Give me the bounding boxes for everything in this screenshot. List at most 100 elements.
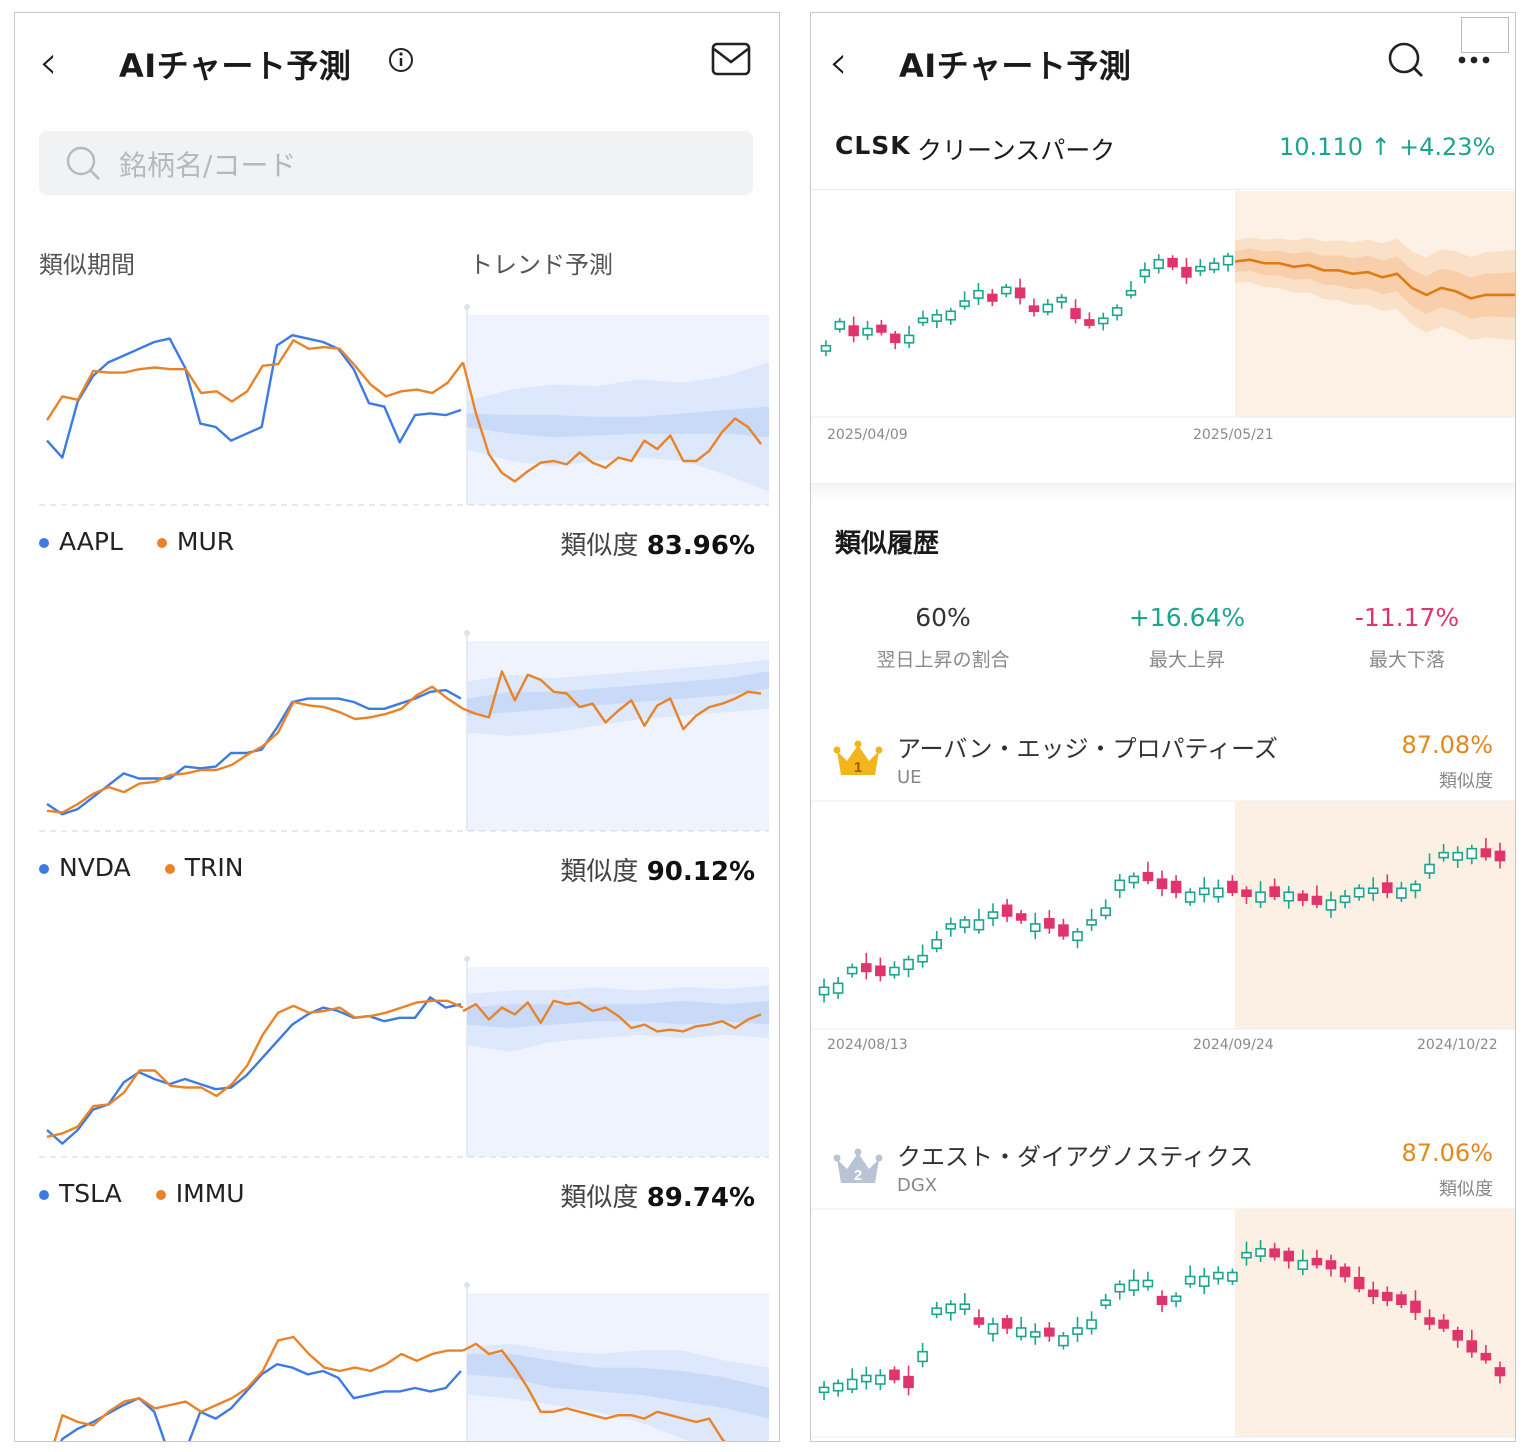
candle — [1128, 872, 1140, 889]
candle — [1297, 890, 1309, 907]
page-title: AIチャート予測 — [899, 47, 1132, 85]
candle — [1381, 874, 1393, 899]
candle — [1325, 1254, 1337, 1277]
back-icon[interactable]: ‹ — [829, 35, 848, 89]
forecast-line — [462, 1342, 726, 1441]
legend-dot — [156, 538, 167, 548]
rank-number: 2 — [854, 1167, 862, 1184]
candle — [1438, 1314, 1449, 1332]
legend-dot — [39, 864, 49, 874]
candle — [1241, 1241, 1252, 1266]
candle — [875, 1369, 886, 1390]
stock-code: CLSK — [835, 131, 911, 160]
date-label: 2024/09/24 — [1193, 1037, 1274, 1053]
candle — [1396, 1291, 1407, 1309]
similarity-chart[interactable] — [39, 630, 779, 841]
candle — [945, 917, 957, 937]
candle — [931, 1301, 942, 1319]
legend-label-a: NVDA — [59, 853, 131, 882]
similarity-label: 類似度 — [560, 1183, 639, 1213]
candle — [959, 916, 971, 934]
similarity-label: 類似度 — [1439, 1179, 1493, 1200]
candle — [1424, 1309, 1435, 1330]
candle — [860, 952, 872, 980]
candle — [1028, 298, 1040, 317]
legend-dot — [39, 538, 49, 548]
crown-icon: 1 — [833, 740, 883, 776]
similarity-chart[interactable] — [39, 956, 779, 1167]
candle — [1170, 875, 1182, 899]
candle — [1269, 1242, 1280, 1261]
candle — [1084, 312, 1095, 329]
main-candle-chart[interactable] — [811, 191, 1515, 481]
history-candle-chart[interactable] — [811, 1208, 1515, 1438]
candle — [1086, 1311, 1097, 1335]
candle — [1015, 910, 1027, 924]
date-label: 2025/05/21 — [1193, 427, 1274, 443]
candle — [1494, 842, 1506, 869]
candle — [1072, 1316, 1083, 1343]
candle — [1452, 1326, 1464, 1348]
candle — [1114, 1280, 1126, 1300]
candle — [1311, 885, 1323, 909]
stock-name: クリーンスパーク — [917, 136, 1116, 165]
more-icon[interactable] — [1457, 55, 1493, 65]
right-screen: ‹ AIチャート予測 CLSK クリーンスパーク 10.110 ↑ +4.23%… — [810, 12, 1516, 1442]
candle — [1125, 281, 1137, 299]
candle — [1269, 878, 1280, 901]
history-candle-chart[interactable] — [811, 800, 1515, 1030]
mail-icon[interactable] — [711, 41, 751, 77]
candle — [1056, 294, 1067, 309]
legend: NVDA TRIN — [39, 853, 243, 882]
candle — [1167, 255, 1178, 271]
similarity-value: 83.96% — [646, 531, 755, 561]
search-icon[interactable] — [1387, 41, 1427, 81]
candle — [1255, 881, 1266, 908]
candle — [846, 963, 858, 978]
candle — [1170, 1292, 1182, 1308]
candle — [917, 1343, 928, 1368]
candle — [1015, 1316, 1027, 1341]
rank-number: 1 — [854, 759, 862, 776]
candle — [1044, 1322, 1055, 1342]
candle — [987, 288, 998, 307]
candle — [1029, 912, 1041, 940]
info-icon[interactable] — [387, 46, 415, 74]
candle — [987, 903, 999, 927]
series-line-b — [53, 1335, 463, 1441]
similarity-value: 89.74% — [646, 1183, 755, 1213]
similarity-label: 類似度 — [1439, 771, 1493, 792]
candle — [1086, 908, 1097, 931]
candle — [1208, 257, 1220, 273]
candle — [1100, 1293, 1111, 1310]
candle — [1098, 312, 1109, 331]
back-icon[interactable]: ‹ — [39, 35, 58, 89]
similarity-chart[interactable] — [39, 304, 779, 515]
company-name[interactable]: クエスト・ダイアグノスティクス — [897, 1143, 1254, 1171]
stat-value: 60% — [915, 603, 971, 632]
candle — [1072, 927, 1083, 949]
candle — [903, 955, 914, 978]
candle — [1142, 861, 1154, 885]
legend-dot — [39, 1190, 49, 1200]
divider-dot — [464, 1282, 470, 1288]
search-input[interactable]: 銘柄名/コード — [39, 131, 753, 195]
candle — [1494, 1361, 1506, 1384]
similarity-chart[interactable] — [39, 1282, 779, 1442]
candle — [1001, 898, 1013, 922]
divider-dot — [464, 630, 470, 636]
candle — [1058, 918, 1069, 940]
forecast-band-inner — [467, 406, 769, 438]
candle — [1198, 877, 1210, 903]
candle — [834, 318, 846, 333]
candle — [1466, 1329, 1478, 1358]
candle — [1195, 259, 1206, 277]
company-name[interactable]: アーバン・エッジ・プロパティーズ — [897, 735, 1278, 763]
candle — [973, 1309, 985, 1328]
legend-label-b: MUR — [176, 527, 235, 556]
candle — [1222, 252, 1234, 272]
candle — [1142, 1271, 1154, 1291]
candle — [1367, 1281, 1379, 1305]
candle — [846, 1368, 858, 1394]
candle — [1044, 910, 1055, 934]
